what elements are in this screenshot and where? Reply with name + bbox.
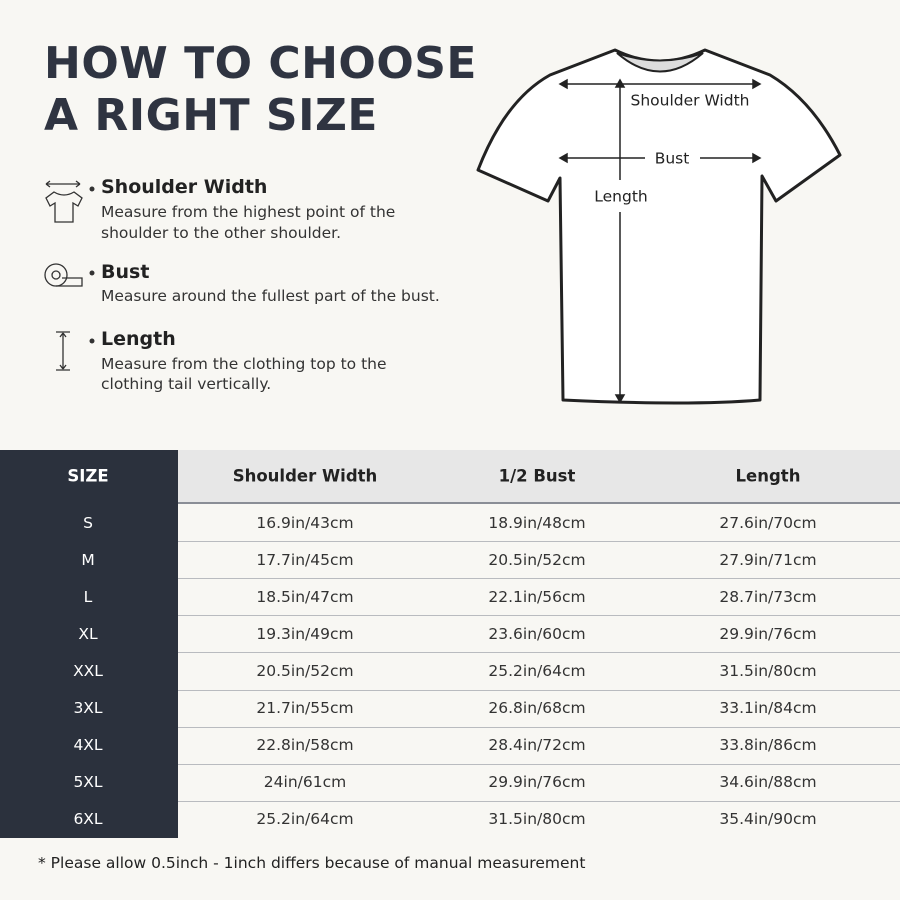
size-value: 28.4in/72cm [488, 736, 586, 755]
title-line: HOW TO CHOOSE [44, 38, 477, 89]
row-separator [178, 652, 900, 654]
size-name: 5XL [73, 773, 103, 792]
size-value: 22.1in/56cm [488, 587, 586, 606]
size-name: M [81, 550, 95, 569]
icons [44, 180, 83, 371]
column-header: Shoulder Width [232, 466, 378, 486]
guide-desc: shoulder to the other shoulder. [101, 224, 342, 242]
size-value: 31.5in/80cm [719, 662, 817, 680]
size-value: 17.7in/45cm [256, 550, 354, 569]
row-separator [178, 541, 900, 543]
size-value: 23.6in/60cm [488, 624, 586, 643]
size-value: 33.8in/86cm [719, 736, 817, 755]
row-separator [178, 763, 900, 765]
row-separator [178, 726, 900, 728]
size-value: 18.9in/48cm [488, 513, 586, 532]
size-name: 6XL [73, 810, 103, 829]
size-value: 33.1in/84cm [719, 699, 817, 718]
guide-desc: Measure from the highest point of the [101, 203, 396, 221]
column-header: Length [735, 466, 801, 486]
size-name: 4XL [73, 736, 103, 755]
column-header: SIZE [67, 466, 109, 486]
diagram-label: Shoulder Width [631, 92, 750, 110]
size-value: 21.7in/55cm [256, 699, 354, 718]
shirt: Shoulder Width Bust Length [476, 48, 842, 405]
size-value: 16.9in/43cm [256, 513, 354, 532]
size-name: L [83, 587, 93, 606]
size-name: 3XL [73, 699, 103, 718]
header-bg [178, 450, 900, 504]
size-value: 29.9in/76cm [719, 624, 817, 643]
size-name: S [83, 513, 93, 532]
guide-desc: clothing tail vertically. [101, 375, 272, 393]
size-name: XL [78, 624, 98, 643]
footnote: * Please allow 0.5inch - 1inch differs b… [38, 854, 586, 872]
guide-name: Bust [101, 261, 150, 283]
guide-name: Shoulder Width [101, 176, 268, 198]
size-column-bg [0, 450, 178, 838]
size-value: 28.7in/73cm [719, 587, 817, 606]
size-name: XXL [73, 662, 103, 680]
column-header: 1/2 Bust [498, 466, 576, 486]
size-value: 29.9in/76cm [488, 773, 586, 792]
guide-desc: Measure from the clothing top to the [101, 355, 387, 373]
diagram-label: Bust [655, 150, 690, 168]
size-value: 26.8in/68cm [488, 699, 586, 718]
guide-name: Length [101, 328, 176, 350]
size-value: 34.6in/88cm [719, 773, 817, 792]
size-value: 20.5in/52cm [488, 550, 586, 569]
size-value: 19.3in/49cm [256, 624, 354, 643]
row-separator [178, 689, 900, 691]
size-value: 18.5in/47cm [256, 587, 354, 606]
size-value: 27.6in/70cm [719, 513, 817, 532]
graphics: Shoulder Width Bust Length [44, 48, 842, 405]
size-value: 35.4in/90cm [719, 810, 817, 829]
size-value: 20.5in/52cm [256, 662, 354, 680]
size-value: 31.5in/80cm [488, 810, 586, 829]
row-separator [178, 615, 900, 617]
row-separator [178, 578, 900, 580]
size-value: 25.2in/64cm [488, 662, 586, 680]
title-line: A RIGHT SIZE [44, 90, 378, 141]
size-value: 24in/61cm [263, 773, 347, 792]
bullets [89, 186, 95, 344]
size-table: SIZE Shoulder Width 1/2 Bust Length S 16.9in/… [0, 450, 900, 838]
size-value: 22.8in/58cm [256, 736, 354, 755]
size-value: 27.9in/71cm [719, 550, 817, 569]
size-value: 25.2in/64cm [256, 810, 354, 829]
row-separator [178, 800, 900, 802]
diagram-label: Length [594, 188, 647, 206]
guide-desc: Measure around the fullest part of the b… [101, 287, 440, 305]
